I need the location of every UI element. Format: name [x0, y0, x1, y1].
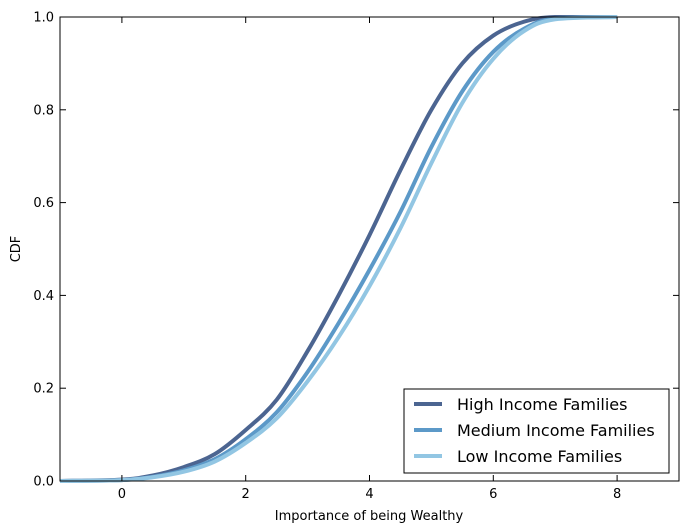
- x-axis-ticks: 0 2 4 6 8: [118, 17, 621, 502]
- legend-label-1: High Income Families: [457, 395, 627, 414]
- y-tick-label: 0.0: [33, 475, 54, 490]
- y-tick-label: 0.6: [33, 196, 54, 211]
- x-tick-label: 2: [242, 487, 250, 502]
- y-tick-label: 0.8: [33, 103, 54, 118]
- legend: High Income Families Medium Income Famili…: [403, 388, 670, 474]
- x-tick-label: 6: [489, 487, 497, 502]
- legend-label-3: Low Income Families: [457, 447, 622, 466]
- legend-label-2: Medium Income Families: [457, 421, 655, 440]
- legend-box: [403, 388, 670, 474]
- series-layer: [59, 15, 618, 483]
- x-tick-label: 0: [118, 487, 126, 502]
- x-tick-label: 4: [365, 487, 373, 502]
- y-tick-label: 0.4: [33, 289, 54, 304]
- series-line-1: [59, 15, 618, 483]
- x-tick-label: 8: [613, 487, 621, 502]
- series-line-3: [59, 15, 618, 483]
- y-tick-label: 0.2: [33, 382, 54, 397]
- y-tick-label: 1.0: [33, 11, 54, 26]
- x-axis-label: Importance of being Wealthy: [275, 509, 464, 524]
- y-axis-ticks: 0.0 0.2 0.4 0.6 0.8 1.0: [33, 11, 679, 490]
- y-axis-label: CDF: [9, 236, 24, 263]
